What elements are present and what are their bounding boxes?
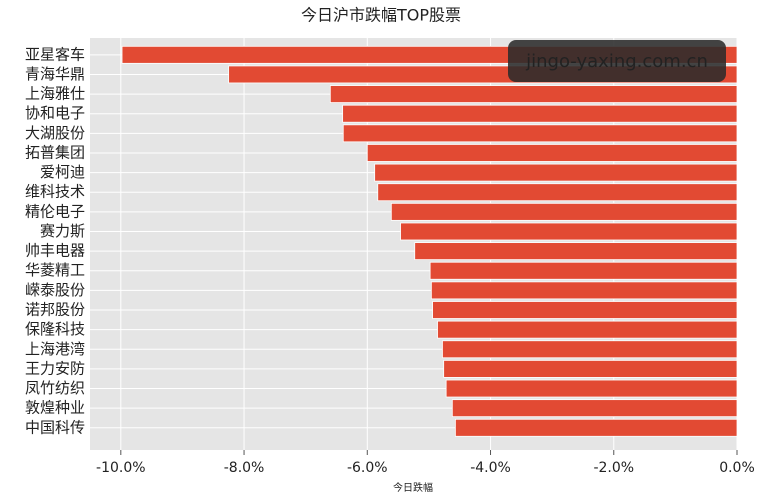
y-tick-label: 亚星客车 bbox=[25, 45, 85, 63]
bar bbox=[414, 242, 738, 261]
y-tick-label: 协和电子 bbox=[25, 104, 85, 122]
x-tick-label: -6.0% bbox=[347, 460, 388, 476]
bar bbox=[445, 379, 738, 398]
x-axis-label: 今日跌幅 bbox=[393, 481, 433, 494]
y-tick-label: 诺邦股份 bbox=[25, 301, 85, 319]
bar bbox=[374, 163, 738, 182]
bar bbox=[451, 399, 738, 418]
y-tick-label: 保隆科技 bbox=[25, 320, 85, 338]
bar bbox=[377, 183, 738, 202]
y-tick-label: 大湖股份 bbox=[25, 124, 85, 142]
bar bbox=[329, 85, 738, 103]
bar bbox=[430, 281, 738, 300]
y-tick-label: 赛力斯 bbox=[40, 222, 85, 240]
bar bbox=[442, 340, 738, 359]
bar bbox=[400, 222, 738, 241]
bar bbox=[342, 124, 738, 143]
bar bbox=[437, 320, 738, 339]
chart-title: 今日沪市跌幅TOP股票 bbox=[301, 6, 461, 25]
bar bbox=[432, 301, 738, 319]
bar bbox=[443, 359, 738, 378]
y-tick-label: 拓普集团 bbox=[25, 143, 85, 161]
y-tick-label: 敦煌种业 bbox=[25, 399, 85, 417]
y-tick-label: 维科技术 bbox=[25, 183, 85, 201]
x-tick-label: -4.0% bbox=[470, 460, 511, 476]
x-tick-label: -10.0% bbox=[96, 460, 146, 476]
y-tick-label: 帅丰电器 bbox=[25, 242, 85, 260]
y-tick-label: 上海雅仕 bbox=[25, 85, 85, 103]
bar bbox=[342, 104, 738, 123]
y-tick-label: 爱柯迪 bbox=[40, 163, 85, 181]
x-tick-label: -2.0% bbox=[593, 460, 634, 476]
bar bbox=[429, 261, 738, 280]
y-tick-label: 嵘泰股份 bbox=[25, 281, 85, 299]
bar bbox=[366, 144, 738, 162]
bar bbox=[455, 418, 738, 437]
y-tick-label: 青海华鼎 bbox=[25, 65, 85, 83]
y-tick-label: 中国科传 bbox=[25, 418, 85, 436]
watermark: jingo-yaxing.com.cn bbox=[525, 51, 708, 72]
y-tick-label: 精伦电子 bbox=[25, 202, 85, 220]
y-tick-label: 凤竹纺织 bbox=[25, 379, 85, 397]
y-tick-label: 王力安防 bbox=[25, 359, 85, 377]
x-tick-label: 0.0% bbox=[719, 460, 755, 476]
y-tick-label: 上海港湾 bbox=[25, 340, 85, 358]
x-tick-label: -8.0% bbox=[224, 460, 265, 476]
watermark-box bbox=[508, 40, 726, 82]
y-tick-label: 华菱精工 bbox=[25, 261, 85, 279]
bar bbox=[390, 202, 738, 221]
